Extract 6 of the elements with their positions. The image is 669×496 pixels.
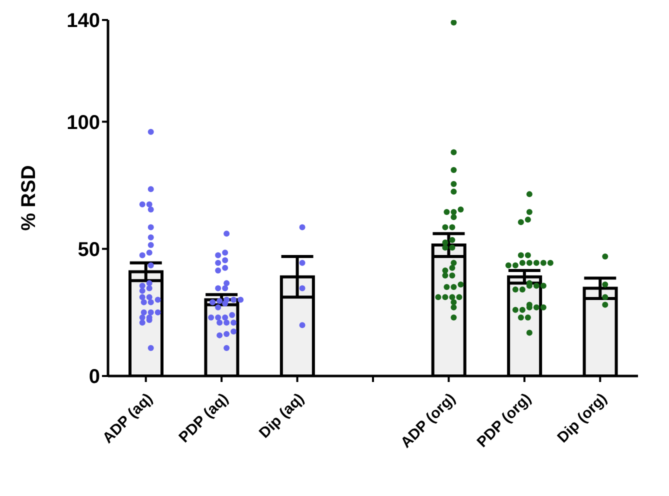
y-axis-title: % RSD xyxy=(18,165,40,231)
y-tick-label: 0 xyxy=(88,366,100,388)
y-tick-label: 100 xyxy=(66,112,100,134)
y-tick-label: 50 xyxy=(78,238,100,261)
y-tick-label: 140 xyxy=(66,10,100,32)
x-tick-label: Dip (aq) xyxy=(256,390,308,442)
